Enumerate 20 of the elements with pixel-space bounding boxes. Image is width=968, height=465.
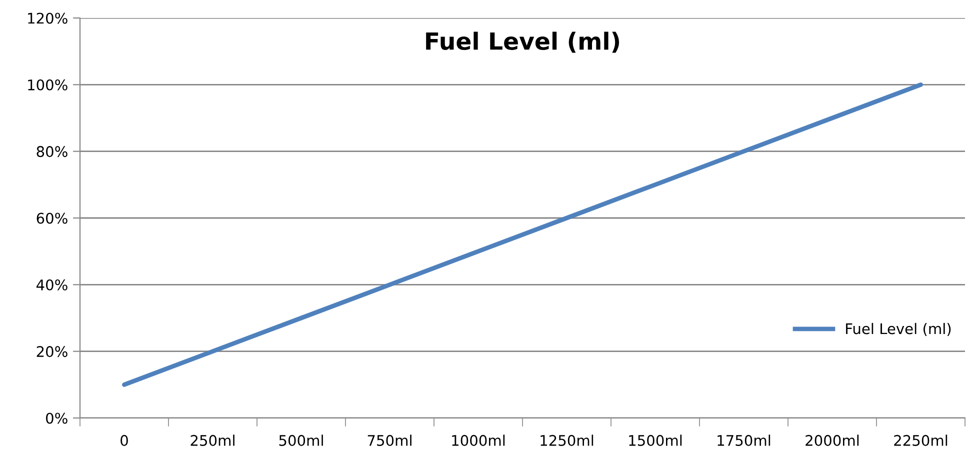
- x-tick-label: 1000ml: [452, 434, 505, 446]
- y-tick-label: 120%: [28, 12, 68, 24]
- x-tick-label: 1250ml: [540, 434, 594, 446]
- x-tick-label: 2000ml: [806, 434, 859, 446]
- x-tick-label: 2250ml: [894, 434, 948, 446]
- y-tick-label: 60%: [36, 212, 68, 224]
- legend-label: Fuel Level (ml): [846, 322, 951, 336]
- x-tick-label: 250ml: [190, 434, 234, 446]
- x-tick-label: 750ml: [368, 434, 412, 446]
- x-tick-label: 1500ml: [629, 434, 682, 446]
- x-tick-label: 1750ml: [718, 434, 770, 446]
- y-tick-label: 80%: [36, 146, 68, 158]
- y-tick-label: 0%: [46, 412, 68, 424]
- x-tick-label: 0: [120, 434, 128, 446]
- line-series: [122, 82, 923, 387]
- x-tick-label: 500ml: [279, 434, 323, 446]
- y-tick-label: 20%: [36, 346, 68, 358]
- text: Fuel Level (ml): [426, 32, 620, 53]
- y-tick-label: 100%: [28, 79, 68, 90]
- y-tick-label: 40%: [36, 279, 68, 290]
